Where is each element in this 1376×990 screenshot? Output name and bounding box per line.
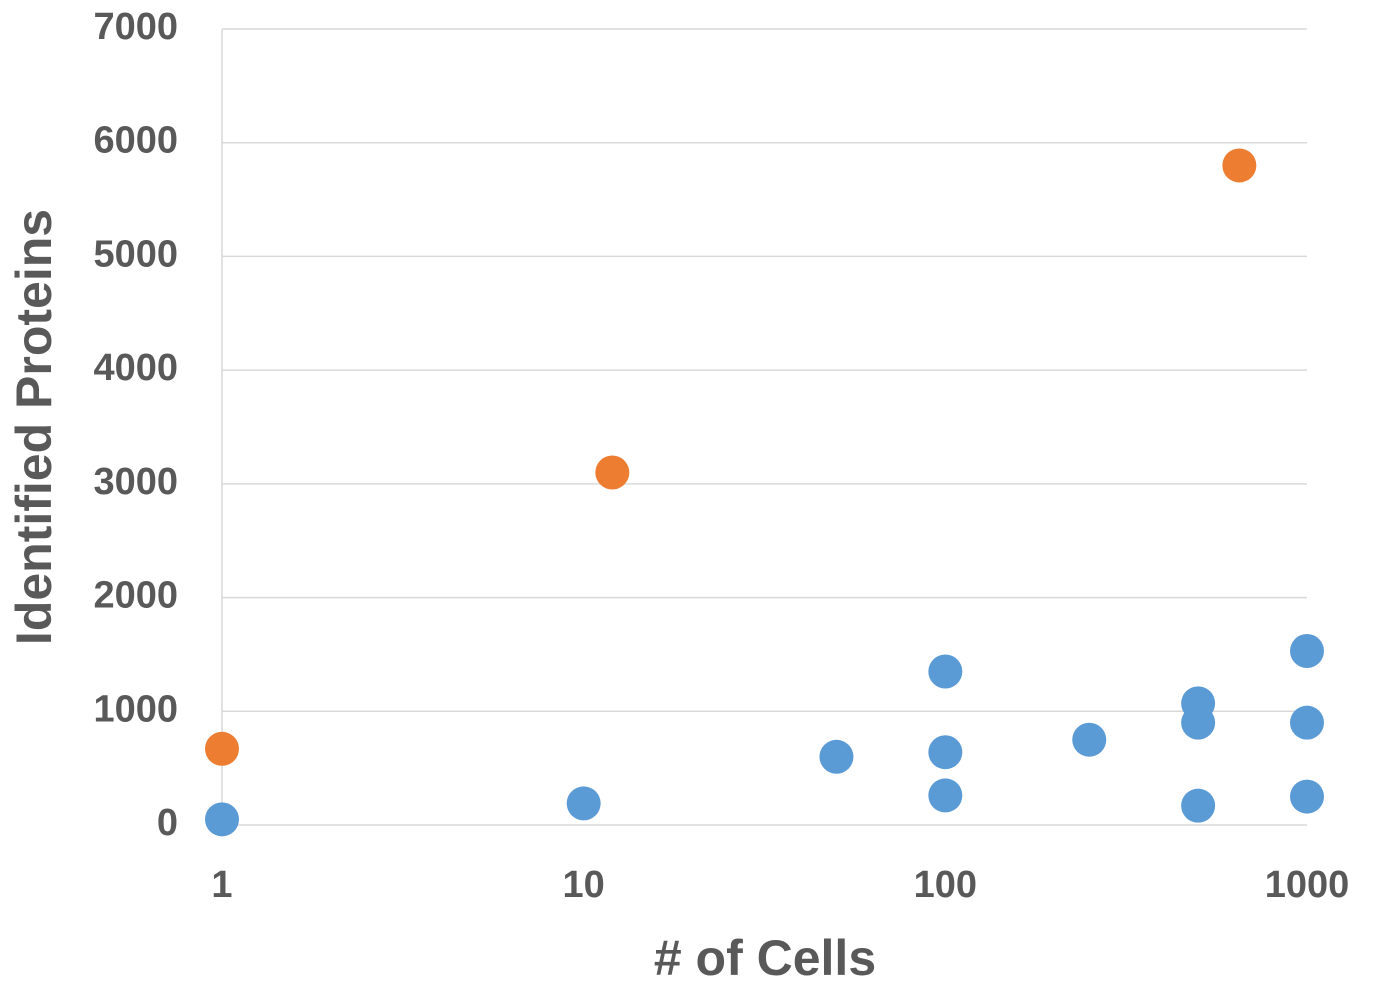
y-axis-title: Identified Proteins	[6, 209, 62, 645]
data-point	[566, 786, 601, 821]
data-point	[928, 654, 963, 689]
x-axis-title: # of Cells	[654, 930, 876, 986]
x-tick-label: 1	[211, 864, 232, 906]
data-point	[1290, 634, 1324, 669]
data-point	[928, 778, 963, 813]
data-point	[1181, 788, 1216, 823]
y-tick-label: 7000	[93, 6, 178, 48]
x-tick-label: 100	[914, 864, 977, 906]
y-tick-label: 3000	[93, 461, 178, 503]
y-tick-label: 1000	[93, 688, 178, 730]
y-tick-label: 2000	[93, 575, 178, 617]
data-point	[205, 731, 239, 766]
data-point	[1290, 705, 1324, 740]
x-tick-label: 10	[563, 864, 605, 906]
data-point	[1222, 148, 1257, 183]
x-tick-label: 1000	[1265, 864, 1350, 906]
data-point	[1181, 705, 1216, 740]
data-point	[595, 455, 630, 490]
y-tick-label: 6000	[93, 120, 178, 162]
y-tick-label: 0	[157, 802, 178, 844]
data-point	[819, 739, 854, 774]
data-point	[1072, 722, 1107, 757]
data-point	[205, 802, 239, 837]
data-point	[928, 735, 963, 770]
y-tick-label: 5000	[93, 233, 178, 275]
data-point	[1290, 779, 1324, 814]
y-tick-label: 4000	[93, 347, 178, 389]
